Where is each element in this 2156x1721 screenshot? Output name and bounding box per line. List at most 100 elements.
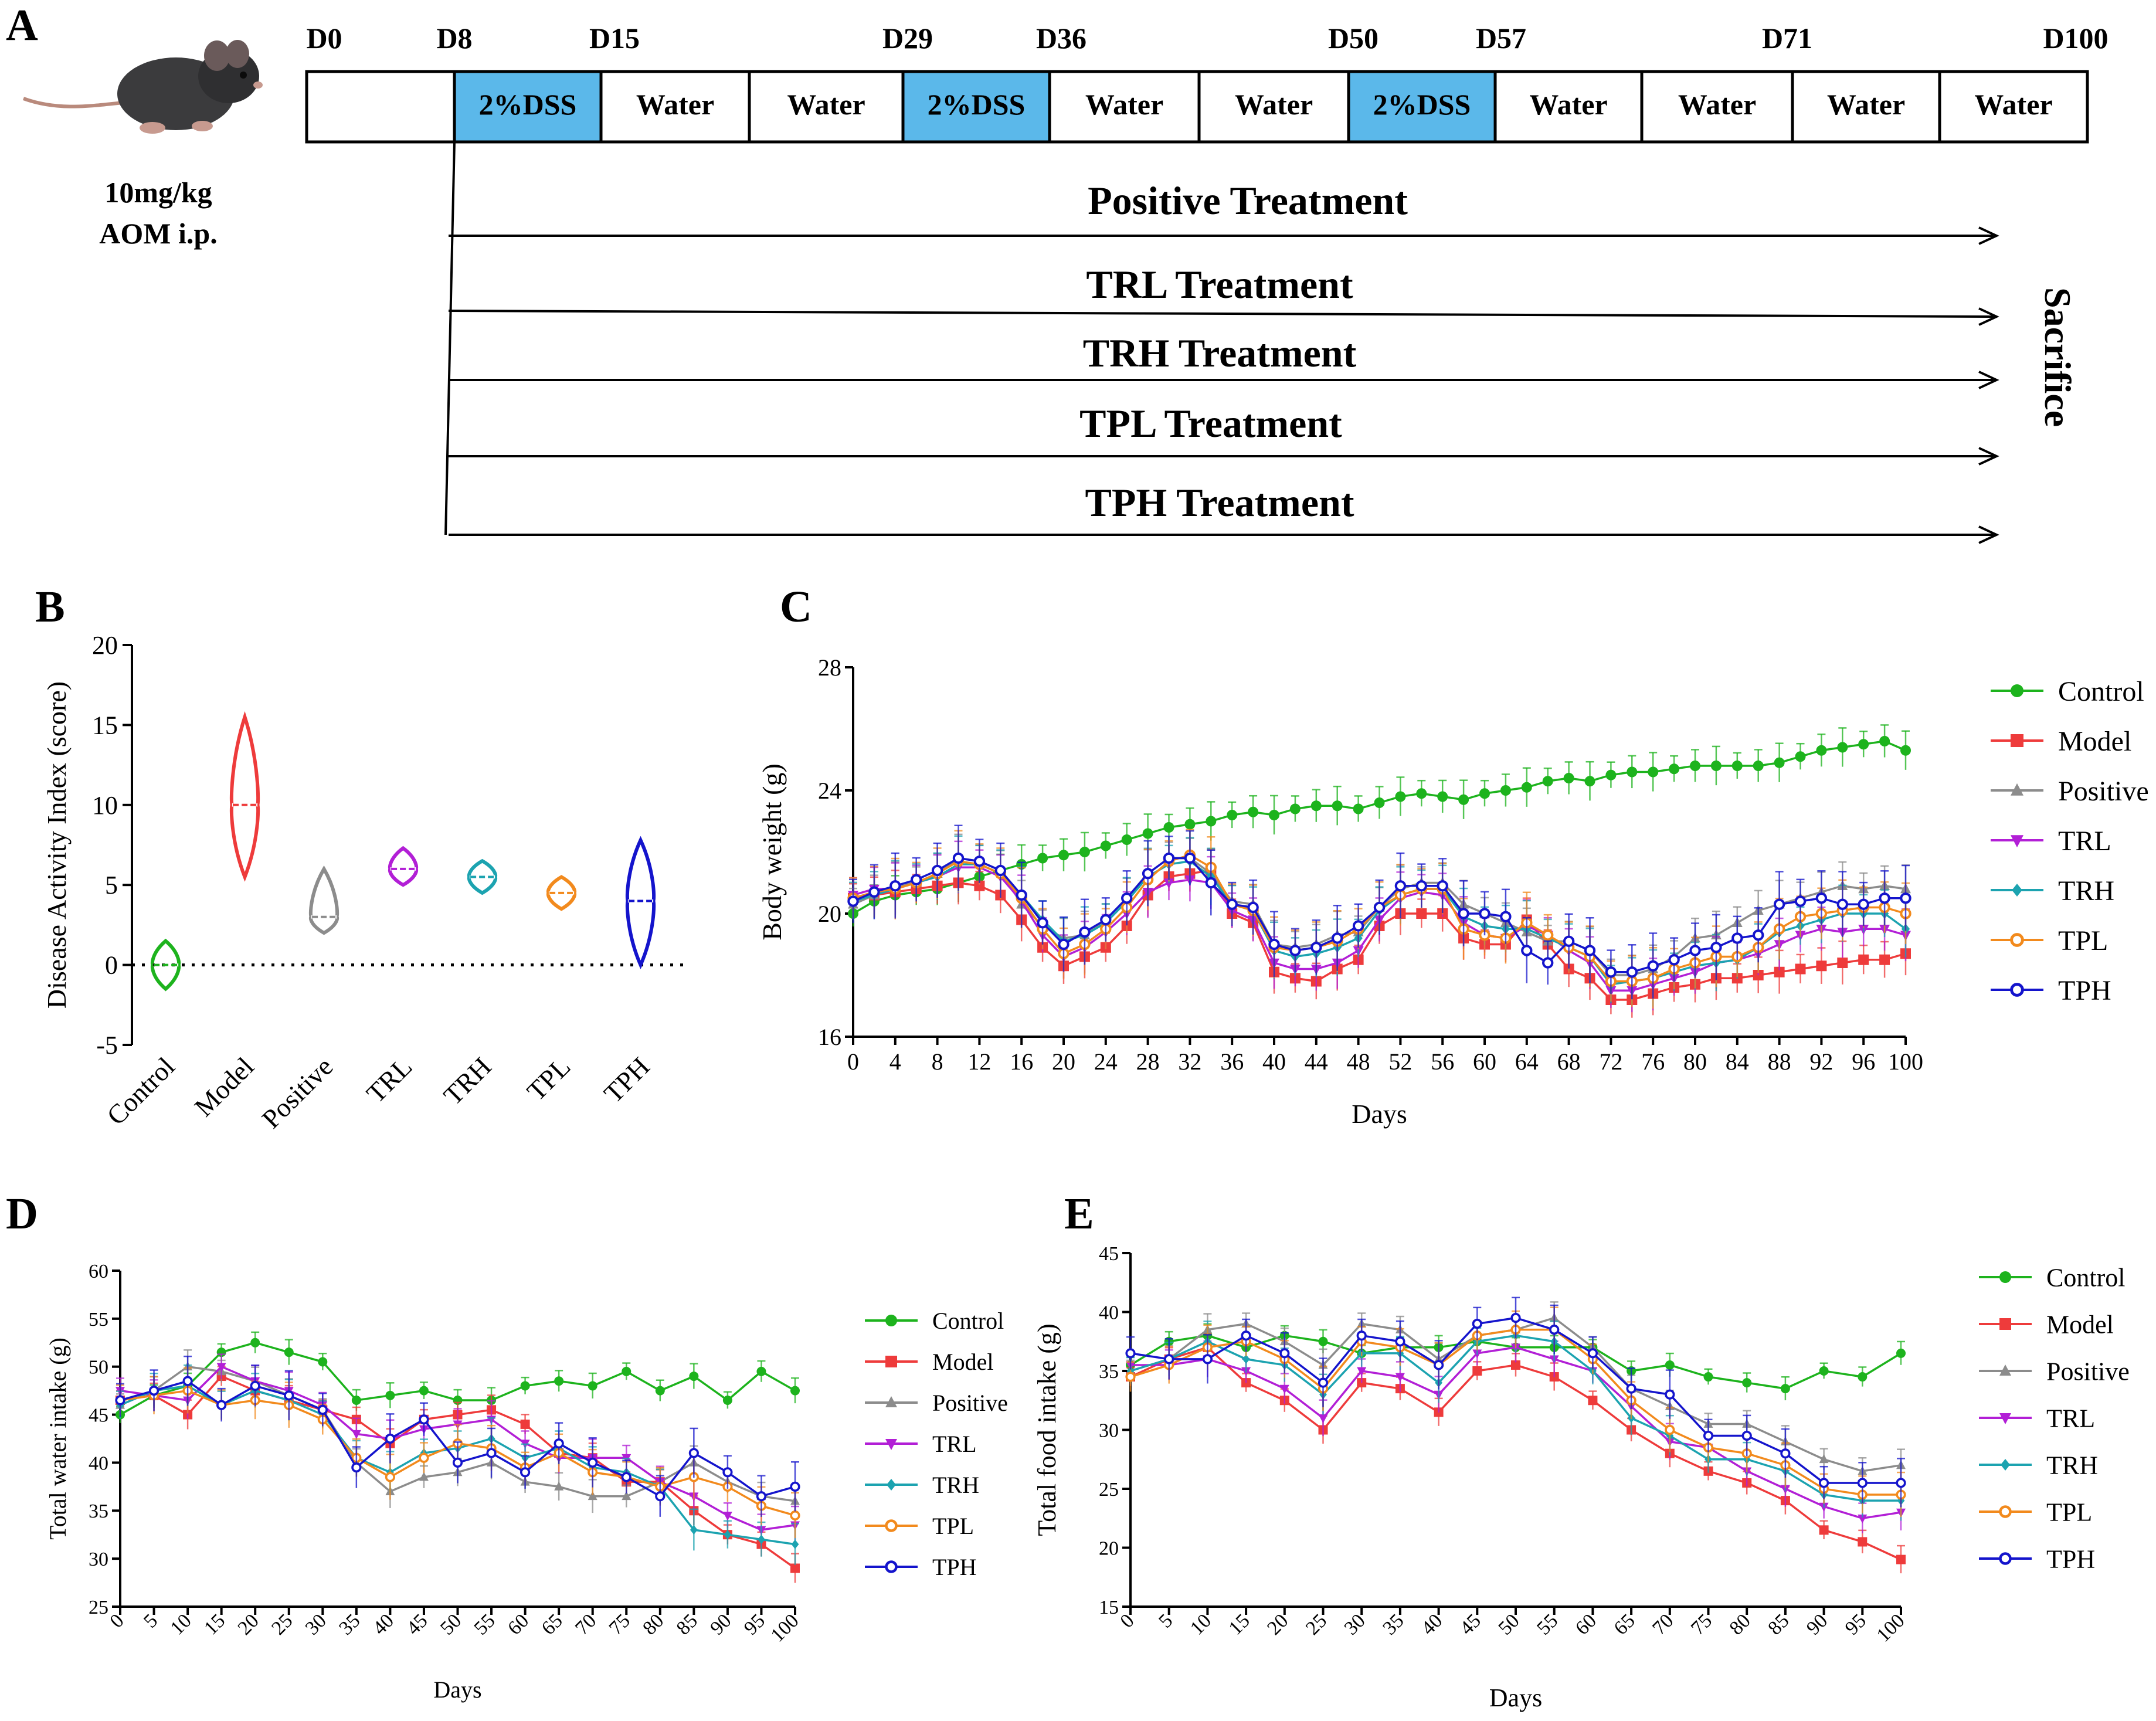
data-point-control <box>1879 736 1890 746</box>
data-point-tph <box>889 880 901 892</box>
legend-marker-positive <box>885 1396 897 1407</box>
D-ytick-label: 40 <box>89 1452 108 1474</box>
data-point-model <box>1896 1554 1906 1564</box>
data-point-tph <box>1415 880 1427 892</box>
b-y-label: Disease Activity Index (score) <box>42 681 72 1009</box>
treatment-arrowhead-0 <box>1978 226 1999 245</box>
E-xtick-label: 45 <box>1456 1610 1485 1639</box>
data-point-tph <box>1268 938 1280 951</box>
E-xtick-label: 100 <box>1872 1610 1909 1646</box>
data-point-tph <box>1879 892 1890 904</box>
C-xtick-label: 52 <box>1388 1048 1412 1075</box>
legend-marker-model <box>1999 1318 2011 1330</box>
mouse-illustration <box>22 40 263 134</box>
C-xtick-label: 4 <box>889 1048 901 1075</box>
E-legend: Control Model Positive TRL TRH TPL TPH <box>1979 1263 2130 1573</box>
D-markers-tph <box>115 1376 800 1502</box>
data-point-tpl <box>1665 1424 1675 1435</box>
data-point-control <box>1479 788 1490 799</box>
data-point-tph <box>1310 942 1322 953</box>
data-point-control <box>1058 850 1069 861</box>
timeline-block-9 <box>1640 70 1794 144</box>
data-point-control <box>351 1396 361 1406</box>
D-xtick-label: 80 <box>639 1610 668 1639</box>
E-ytick-label: 25 <box>1099 1479 1119 1501</box>
data-point-model <box>1588 1396 1598 1406</box>
legend-marker-control <box>885 1315 897 1326</box>
b-ytick-label: 5 <box>105 871 118 899</box>
data-point-tph <box>216 1400 227 1410</box>
data-point-control <box>1206 816 1217 827</box>
data-point-tph <box>1857 1478 1868 1488</box>
D-legend: Control Model Positive TRL TRH TPL TPH <box>865 1308 1008 1580</box>
E-xtick-label: 95 <box>1841 1610 1870 1639</box>
legend-marker-tpl <box>885 1519 898 1532</box>
E-errorbars-tph <box>1126 1296 1905 1508</box>
C-xtick-label: 56 <box>1431 1048 1454 1075</box>
D-xtick-label: 70 <box>571 1610 600 1639</box>
legend-marker-positive <box>2011 783 2023 796</box>
data-point-control <box>1163 822 1174 833</box>
timeline-block-7 <box>1347 70 1497 144</box>
b-ytick-label: -5 <box>96 1031 118 1060</box>
legend-label-control: Control <box>2046 1263 2125 1292</box>
data-point-control <box>1121 834 1132 845</box>
data-point-trh <box>690 1525 698 1535</box>
legend-label-tpl: TPL <box>2046 1498 2092 1526</box>
data-point-control <box>1753 761 1764 771</box>
C-xtick-label: 16 <box>1010 1048 1033 1075</box>
violin-trl <box>388 846 419 887</box>
legend-label-positive: Positive <box>2046 1357 2130 1386</box>
data-point-control <box>1742 1378 1752 1388</box>
timeline-block-3 <box>748 70 905 144</box>
legend-marker-control <box>2011 684 2023 697</box>
timeline-block-label-1: 2%DSS <box>479 88 577 121</box>
data-point-control <box>1500 785 1511 796</box>
data-point-control <box>1269 810 1279 820</box>
C-markers-tph <box>847 852 1911 978</box>
legend-marker-trh <box>887 1479 896 1491</box>
data-point-model <box>790 1563 800 1573</box>
legend-marker-trh <box>2012 884 2022 897</box>
data-point-tph <box>486 1448 497 1458</box>
C-xtick-label: 36 <box>1220 1048 1244 1075</box>
D-xtick-label: 60 <box>504 1610 533 1639</box>
timeline-block-label-6: Water <box>1235 88 1313 121</box>
data-point-tph <box>1819 1478 1829 1488</box>
data-point-control <box>1289 803 1301 814</box>
data-point-tph <box>1521 945 1533 956</box>
data-point-tph <box>1710 942 1722 953</box>
legend-label-tph: TPH <box>932 1554 977 1580</box>
E-xtick-label: 20 <box>1263 1610 1292 1639</box>
legend-label-positive: Positive <box>932 1390 1008 1416</box>
data-point-tph <box>1395 1336 1405 1347</box>
data-point-tph <box>722 1467 733 1478</box>
panel-label-d: D <box>6 1189 38 1238</box>
data-point-tpl <box>419 1452 429 1463</box>
D-xtick-label: 85 <box>673 1610 702 1639</box>
C-y-label: Body weight (g) <box>757 763 787 941</box>
E-xtick-label: 5 <box>1155 1610 1177 1632</box>
treatment-label-4: TPH Treatment <box>1085 480 1354 525</box>
treatment-arrowhead-2 <box>1978 371 1999 389</box>
E-ytick-label: 30 <box>1099 1420 1119 1441</box>
C-xtick-label: 68 <box>1557 1048 1581 1075</box>
data-point-tph <box>1815 892 1828 904</box>
legend-marker-tph <box>1999 1552 2012 1565</box>
data-point-tph <box>351 1462 362 1473</box>
data-point-control <box>250 1338 260 1347</box>
timeline-block-label-8: Water <box>1529 88 1607 121</box>
data-point-tph <box>847 895 859 907</box>
C-markers-control <box>848 736 1911 919</box>
D-xtick-label: 25 <box>267 1610 297 1639</box>
legend-marker-tph <box>2010 983 2024 997</box>
data-point-tph <box>1247 901 1259 914</box>
data-point-control <box>1458 794 1469 805</box>
data-point-control <box>1437 791 1448 802</box>
data-point-tph <box>148 1386 159 1396</box>
E-xtick-label: 55 <box>1533 1610 1562 1639</box>
data-point-tph <box>1703 1430 1714 1441</box>
C-xtick-label: 64 <box>1515 1048 1539 1075</box>
D-xtick-label: 30 <box>301 1610 331 1639</box>
